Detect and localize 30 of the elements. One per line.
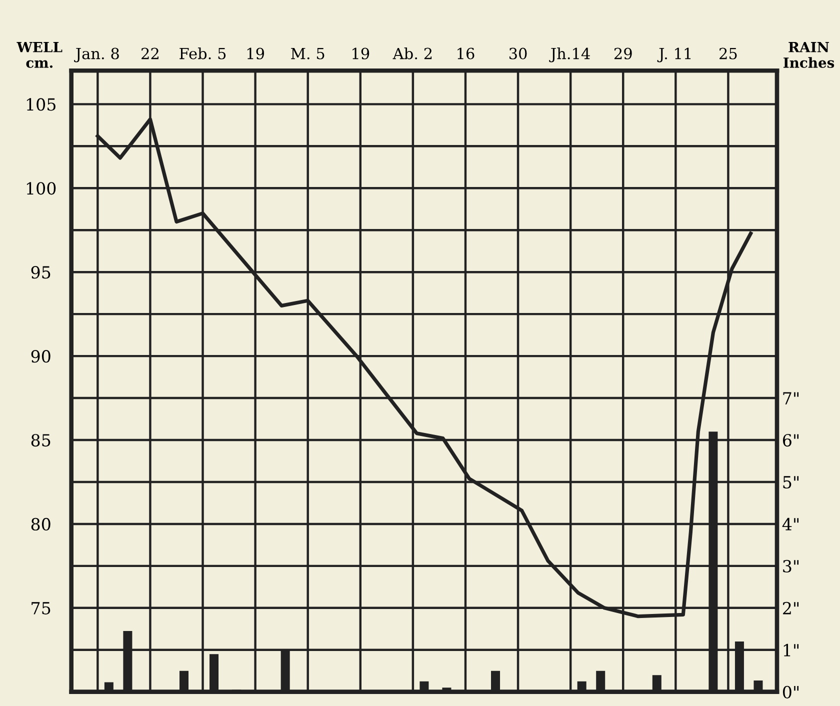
- y-tick-label: 75: [32, 602, 50, 614]
- y-axis-title: WELL cm.: [16, 42, 62, 68]
- x-tick-label: 22: [142, 48, 158, 60]
- x-tick-label: 19: [352, 48, 370, 60]
- x-tick-label: 25: [720, 48, 737, 60]
- y2-tick-label: 3": [783, 560, 798, 573]
- x-tick-label: J. 11: [657, 48, 691, 62]
- x-tick-label: Ab. 2: [392, 47, 432, 60]
- x-tick-label: 29: [614, 48, 632, 60]
- y2-tick-label: 6": [782, 434, 798, 447]
- y-tick-label: 100: [26, 182, 56, 195]
- y-tick-label: 80: [31, 518, 50, 531]
- y-tick-label: 90: [31, 350, 50, 363]
- y2-tick-label: 1": [784, 644, 798, 656]
- x-tick-label: Jh.14: [549, 47, 590, 62]
- x-tick-label: Feb. 5: [180, 47, 226, 60]
- y-tick-label: 95: [31, 266, 50, 279]
- y2-tick-label: 2": [782, 602, 798, 614]
- x-tick-label: 30: [509, 48, 527, 60]
- x-tick-label: 16: [458, 48, 474, 60]
- x-tick-label: 19: [247, 48, 264, 60]
- y2-tick-label: 0": [782, 686, 798, 698]
- x-tick-label: M. 5: [291, 48, 324, 60]
- y-tick-label: 105: [26, 98, 56, 111]
- x-tick-label: Jan. 8: [74, 48, 119, 62]
- y2-tick-label: 4": [782, 518, 798, 530]
- y2-tick-label: 5": [783, 476, 798, 489]
- y2-axis-title: RAIN Inches: [784, 42, 834, 68]
- y2-tick-label: 7": [783, 392, 798, 404]
- y-tick-label: 85: [31, 434, 50, 447]
